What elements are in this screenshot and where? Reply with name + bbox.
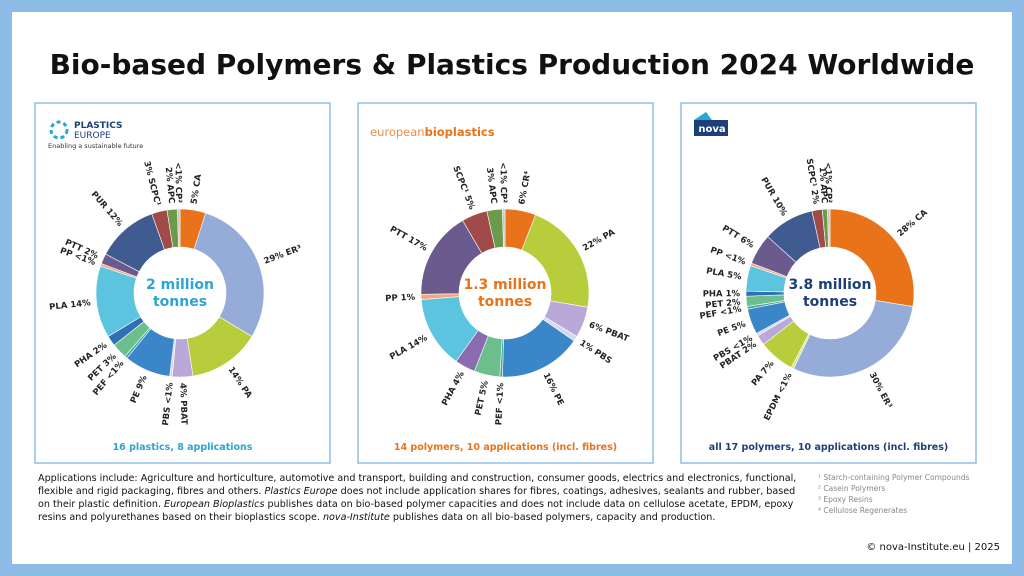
center-label: tonnes (803, 294, 857, 310)
donut-segment (827, 208, 831, 248)
segment-label: PEF <1% (494, 382, 506, 425)
segment-label: PP 1% (385, 293, 416, 304)
segment-label: 2% APC (163, 167, 176, 204)
logo-tagline: Enabling a sustainable future (48, 142, 143, 150)
footnote: ² Casein Polymers (818, 484, 885, 493)
logo-part: european (370, 125, 425, 139)
note-text: Plastics Europe (264, 486, 338, 497)
footnote: ³ Epoxy Resins (818, 495, 873, 504)
logo-text: europeanbioplastics (370, 125, 495, 139)
caption: 14 polymers, 10 applications (incl. fibr… (394, 442, 617, 453)
note-text: Applications include: Agriculture and ho… (38, 473, 797, 497)
segment-label: PBS <1% (161, 381, 176, 426)
logo-box (694, 120, 728, 136)
donut-hole (134, 247, 226, 339)
donut-segment (193, 212, 265, 337)
note-text: publishes data on bio-based polymer capa… (38, 499, 794, 523)
logo-mark (694, 112, 712, 120)
segment-label: 5% CA (189, 173, 204, 205)
donut-segment (502, 208, 506, 248)
copyright: © nova-Institute.eu | 2025 (866, 542, 1000, 553)
footnote: ⁴ Cellulose Regenerates (818, 506, 907, 515)
logo-text: EUROPE (74, 131, 111, 141)
center-label: 2 million (146, 277, 214, 293)
segment-label: PLA 14% (49, 298, 92, 313)
segment-label: 1% APC (817, 167, 829, 204)
caption: 16 plastics, 8 applications (113, 442, 253, 453)
segment-label: PET 2% (705, 298, 742, 312)
notes: Applications include: Agriculture and ho… (38, 472, 798, 524)
note-text: nova-Institute (322, 512, 390, 523)
segment-label: 3% APC (484, 167, 498, 204)
donut-hole (784, 247, 876, 339)
segment-label: <1% CP² (172, 162, 183, 203)
center-label: tonnes (478, 294, 532, 310)
logo-text: nova (698, 124, 725, 135)
donut-segment (793, 300, 914, 378)
center-label: 1.3 million (463, 277, 546, 293)
logo-text: PLASTICS (74, 121, 123, 131)
segment-label: <1% CP² (822, 162, 833, 203)
donut-segment (829, 208, 915, 307)
footnote: ¹ Starch-containing Polymer Compounds (818, 473, 970, 482)
segment-label: PHA 1% (703, 289, 741, 299)
center-label: 3.8 million (788, 277, 871, 293)
segment-label: 4% PBAT (177, 383, 188, 425)
logo-icon (49, 120, 69, 140)
note-text: does not include application shares for … (38, 486, 796, 510)
note-text: European Bioplastics (164, 499, 265, 510)
title: Bio-based Polymers & Plastics Production… (50, 48, 975, 81)
donut-segment (177, 208, 181, 248)
note-text: publishes data on all bio-based polymers… (389, 512, 716, 523)
caption: all 17 polymers, 10 applications (incl. … (709, 442, 948, 453)
donut-hole (459, 247, 551, 339)
center-label: tonnes (153, 294, 207, 310)
logo-part: bioplastics (425, 125, 495, 139)
segment-label: <1% CP² (497, 162, 508, 203)
